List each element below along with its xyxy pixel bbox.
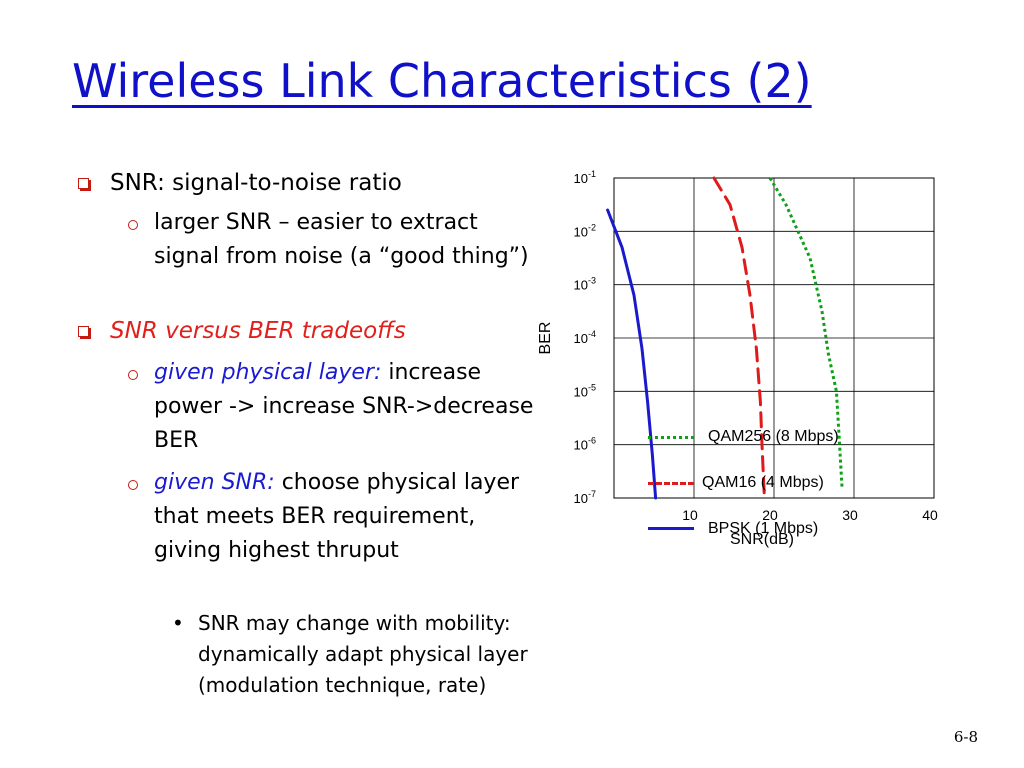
y-tick-exponent: -7 (588, 489, 596, 499)
series-line-0 (768, 177, 844, 488)
y-tick-base: 10 (574, 224, 588, 239)
bullet-item: SNR versus BER tradeoffs (76, 314, 406, 349)
y-tick-base: 10 (574, 331, 588, 346)
series-line-2 (606, 208, 658, 500)
x-tick-label: 30 (842, 507, 858, 523)
bullet-text: SNR may change with mobility: dynamicall… (198, 611, 528, 697)
y-tick-base: 10 (574, 384, 588, 399)
bullet-item: larger SNR – easier to extract signal fr… (122, 206, 534, 274)
bullet-text: given SNR: choose physical layer that me… (154, 466, 534, 568)
chart-grid (613, 177, 935, 499)
y-tick-exponent: -4 (588, 329, 596, 339)
y-tick-base: 10 (574, 438, 588, 453)
bullet-text-emphasis: given SNR: (154, 470, 275, 495)
legend-label: BPSK (1 Mbps) (708, 520, 819, 537)
bullet-item: given SNR: choose physical layer that me… (122, 466, 534, 568)
checkbox-icon (78, 178, 89, 189)
ber-snr-chart: 10-110-210-310-410-510-610-7 10 20 30 40 BE… (537, 169, 938, 548)
series-line-1 (712, 176, 766, 500)
legend-swatch (648, 436, 694, 439)
y-tick-exponent: -2 (588, 222, 596, 232)
legend-swatch (648, 527, 694, 530)
circle-icon (128, 480, 138, 490)
legend-label: QAM256 (8 Mbps) (708, 428, 839, 445)
y-tick-label: 10-7 (574, 489, 596, 506)
y-axis-label: BER (537, 322, 554, 355)
circle-icon (128, 220, 138, 230)
y-tick-exponent: -1 (588, 169, 596, 179)
y-tick-base: 10 (574, 278, 588, 293)
x-axis-label: SNR(dB) (730, 531, 794, 548)
bullet-list: SNR: signal-to-noise ratio larger SNR – … (76, 166, 534, 701)
y-tick-exponent: -3 (588, 276, 596, 286)
legend-label: QAM16 (4 Mbps) (702, 474, 824, 491)
y-tick-base: 10 (574, 491, 588, 506)
y-tick-label: 10-2 (574, 222, 596, 239)
y-axis-ticks: 10-110-210-310-410-510-610-7 (574, 169, 596, 506)
y-tick-label: 10-3 (574, 276, 596, 293)
y-tick-exponent: -5 (588, 382, 596, 392)
x-tick-label: 40 (922, 507, 938, 523)
bullet-item: • SNR may change with mobility: dynamica… (172, 608, 528, 701)
x-axis-ticks: 10 20 30 40 (682, 507, 938, 523)
chart-series (606, 176, 844, 500)
bullet-text: given physical layer: increase power -> … (154, 356, 534, 458)
bullet-item: SNR: signal-to-noise ratio (76, 166, 402, 201)
y-tick-label: 10-4 (574, 329, 596, 346)
page-number: 6-8 (953, 728, 978, 746)
y-tick-label: 10-1 (574, 169, 596, 186)
bullet-item: given physical layer: increase power -> … (122, 356, 534, 458)
legend-swatch (648, 482, 694, 485)
y-tick-base: 10 (574, 171, 588, 186)
bullet-text-rest: choose physical layer that meets BER req… (154, 470, 520, 563)
bullet-text-emphasis: given physical layer: (154, 360, 382, 385)
y-tick-label: 10-5 (574, 382, 596, 399)
y-tick-label: 10-6 (574, 436, 596, 453)
dot-icon: • (172, 611, 184, 635)
circle-icon (128, 370, 138, 380)
x-tick-label: 20 (762, 507, 778, 523)
y-tick-exponent: -6 (588, 436, 596, 446)
x-tick-label: 10 (682, 507, 698, 523)
bullet-text-rest: increase power -> increase SNR->decrease… (154, 360, 534, 453)
bullet-text: SNR versus BER tradeoffs (110, 318, 406, 344)
checkbox-icon (78, 326, 89, 337)
bullet-text: larger SNR – easier to extract signal fr… (154, 210, 529, 269)
slide-title: Wireless Link Characteristics (2) (72, 54, 812, 108)
bullet-text: SNR: signal-to-noise ratio (110, 170, 402, 196)
